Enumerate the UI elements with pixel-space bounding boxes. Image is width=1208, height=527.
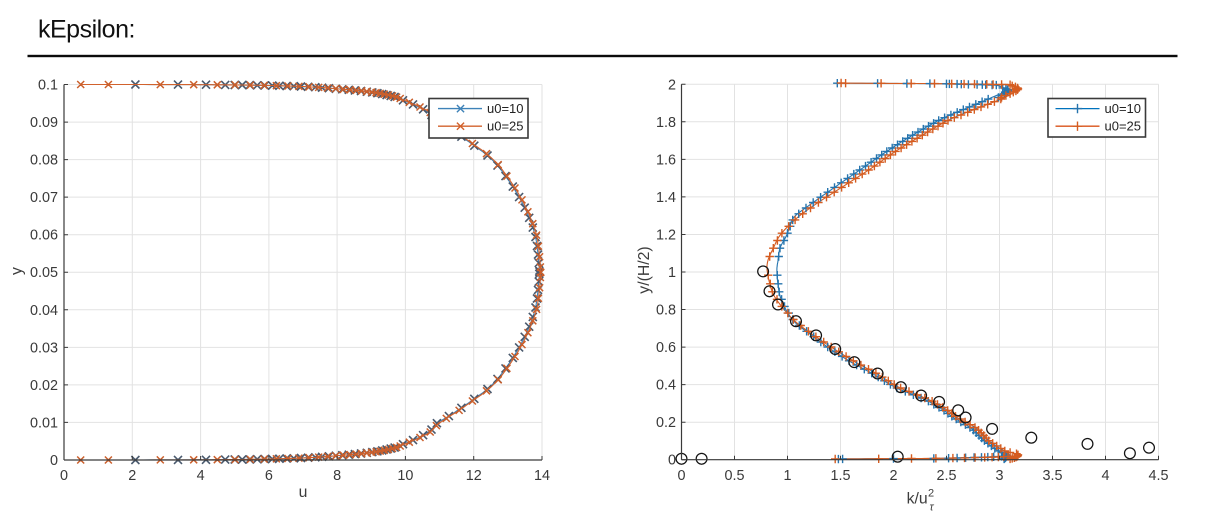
svg-text:2: 2 xyxy=(889,468,897,484)
svg-text:u0=10: u0=10 xyxy=(487,101,524,116)
svg-text:0.6: 0.6 xyxy=(656,340,676,356)
svg-text:0.07: 0.07 xyxy=(30,190,58,206)
svg-text:0.2: 0.2 xyxy=(656,415,676,431)
svg-text:2.5: 2.5 xyxy=(936,468,956,484)
svg-text:u0=25: u0=25 xyxy=(1105,119,1142,134)
svg-text:0.06: 0.06 xyxy=(30,228,58,244)
svg-text:0.08: 0.08 xyxy=(30,153,58,169)
svg-text:0: 0 xyxy=(677,468,685,484)
svg-text:1.8: 1.8 xyxy=(656,115,676,131)
svg-text:τ: τ xyxy=(930,502,935,514)
svg-text:1: 1 xyxy=(668,265,676,281)
svg-text:1.6: 1.6 xyxy=(656,152,676,168)
svg-text:4.5: 4.5 xyxy=(1148,468,1168,484)
svg-text:1.2: 1.2 xyxy=(656,228,676,244)
svg-text:u0=25: u0=25 xyxy=(487,119,524,134)
svg-text:y/(H/2): y/(H/2) xyxy=(636,246,653,293)
svg-text:0.05: 0.05 xyxy=(30,265,58,281)
svg-text:0.8: 0.8 xyxy=(656,303,676,319)
svg-text:4: 4 xyxy=(1101,468,1109,484)
svg-text:1: 1 xyxy=(783,468,791,484)
svg-text:2: 2 xyxy=(668,77,676,93)
svg-text:u: u xyxy=(299,484,308,501)
svg-text:0.5: 0.5 xyxy=(724,468,744,484)
svg-text:6: 6 xyxy=(265,468,273,484)
svg-text:u0=10: u0=10 xyxy=(1105,101,1142,116)
svg-text:3: 3 xyxy=(995,468,1003,484)
svg-text:0.03: 0.03 xyxy=(30,340,58,356)
svg-text:2: 2 xyxy=(128,468,136,484)
svg-text:k/u: k/u xyxy=(907,490,928,507)
svg-text:12: 12 xyxy=(466,468,482,484)
svg-text:0: 0 xyxy=(668,453,676,469)
svg-text:14: 14 xyxy=(534,468,550,484)
svg-text:0.4: 0.4 xyxy=(656,378,676,394)
svg-text:1.4: 1.4 xyxy=(656,190,676,206)
svg-text:0.1: 0.1 xyxy=(38,78,58,94)
svg-text:0.04: 0.04 xyxy=(30,303,58,319)
svg-text:0.09: 0.09 xyxy=(30,115,58,131)
svg-text:8: 8 xyxy=(333,468,341,484)
svg-text:y: y xyxy=(9,267,26,275)
svg-text:kEpsilon:: kEpsilon: xyxy=(38,16,135,44)
svg-text:10: 10 xyxy=(397,468,413,484)
svg-text:2: 2 xyxy=(928,488,934,500)
svg-text:0.02: 0.02 xyxy=(30,378,58,394)
svg-text:4: 4 xyxy=(197,468,205,484)
svg-text:0: 0 xyxy=(60,468,68,484)
svg-text:0: 0 xyxy=(50,453,58,469)
svg-text:3.5: 3.5 xyxy=(1042,468,1062,484)
svg-text:0.01: 0.01 xyxy=(30,415,58,431)
svg-text:1.5: 1.5 xyxy=(830,468,850,484)
